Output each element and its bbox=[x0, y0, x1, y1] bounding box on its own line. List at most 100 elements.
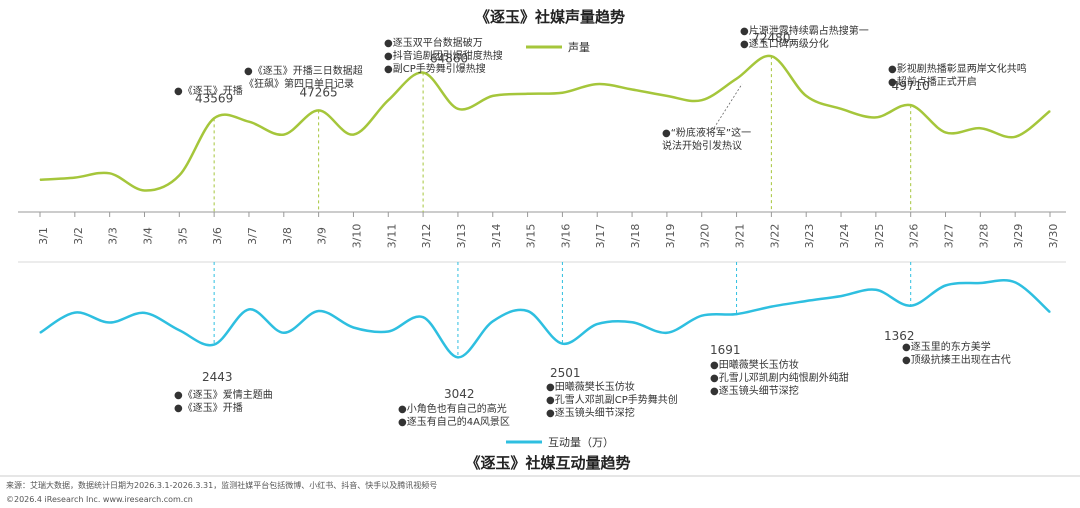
volume-annotation-line: ●“粉底液将军”这一 bbox=[662, 126, 751, 139]
x-tick-label: 3/28 bbox=[977, 224, 990, 249]
volume-point bbox=[945, 131, 947, 133]
x-tick-label: 3/30 bbox=[1047, 224, 1060, 249]
volume-point bbox=[561, 92, 563, 94]
interaction-annotation-line: ●逐玉镜头细节深挖 bbox=[546, 406, 635, 419]
volume-point bbox=[248, 121, 250, 123]
interaction-annotation: ●《逐玉》爱情主题曲●《逐玉》开播 bbox=[174, 388, 273, 414]
volume-point bbox=[318, 109, 320, 111]
interaction-annotation: ●小角色也有自己的高光●逐玉有自己的4A风景区 bbox=[398, 402, 510, 428]
volume-point bbox=[492, 95, 494, 97]
interaction-point bbox=[143, 312, 145, 314]
volume-annotation-line: 《狂飙》第四日单日记录 bbox=[244, 77, 354, 90]
volume-chart: 3/1 3/2 3/3 3/4 3/5 3/6 3/7 3/8 3/9 3/10 3/11 3/12 3… bbox=[18, 24, 1066, 248]
interaction-point bbox=[701, 315, 703, 317]
volume-annotation-line: ●超前点播正式开启 bbox=[888, 75, 977, 88]
x-tick-label: 3/7 bbox=[246, 227, 259, 245]
legend-label-volume: 声量 bbox=[568, 40, 590, 54]
interaction-point bbox=[492, 320, 494, 322]
x-tick-label: 3/22 bbox=[768, 224, 781, 249]
interaction-point bbox=[527, 310, 529, 312]
x-tick-label: 3/11 bbox=[385, 224, 398, 249]
interaction-annotation-line: ●田曦薇樊长玉仿妆 bbox=[546, 380, 635, 393]
volume-data-label: 64860 bbox=[430, 52, 468, 66]
interaction-point bbox=[736, 313, 738, 315]
interaction-point bbox=[422, 316, 424, 318]
volume-annotation: ●片源泄露持续霸占热搜第一●逐玉口碑两级分化 bbox=[740, 24, 869, 50]
volume-point bbox=[457, 108, 459, 110]
chart-title-volume: 《逐玉》社媒声量趋势 bbox=[475, 8, 625, 26]
x-tick-label: 3/14 bbox=[490, 224, 503, 249]
interaction-annotation-line: ●逐玉里的东方美学 bbox=[902, 340, 991, 353]
volume-point bbox=[109, 172, 111, 174]
interaction-point bbox=[875, 289, 877, 291]
x-tick-label: 3/1 bbox=[37, 227, 50, 245]
volume-annotation: ●逐玉双平台数据破万●抖音追剧团引爆甜度热搜●副CP手势舞引爆热搜 bbox=[384, 36, 503, 75]
volume-point bbox=[527, 93, 529, 95]
interaction-point bbox=[770, 306, 772, 308]
volume-point bbox=[1014, 136, 1016, 138]
volume-point bbox=[910, 104, 912, 106]
volume-annotation-line: 说法开始引发热议 bbox=[662, 139, 742, 152]
interaction-point bbox=[561, 343, 563, 345]
volume-point bbox=[283, 134, 285, 136]
interaction-point bbox=[457, 356, 459, 358]
volume-point bbox=[387, 99, 389, 101]
x-tick-label: 3/3 bbox=[107, 227, 120, 245]
interaction-annotation-line: ●小角色也有自己的高光 bbox=[398, 402, 507, 415]
volume-point bbox=[422, 72, 424, 74]
volume-point bbox=[840, 108, 842, 110]
interaction-point bbox=[318, 310, 320, 312]
x-tick-label: 3/24 bbox=[838, 224, 851, 249]
interaction-point bbox=[387, 331, 389, 333]
interaction-point bbox=[39, 332, 41, 334]
interaction-point bbox=[910, 305, 912, 307]
volume-point bbox=[805, 95, 807, 97]
volume-point bbox=[596, 83, 598, 85]
volume-annotation-line: ●《逐玉》开播 bbox=[174, 84, 243, 97]
volume-point bbox=[701, 99, 703, 101]
volume-point bbox=[213, 117, 215, 119]
interaction-annotation-line: ●顶级抗揍王出现在古代 bbox=[902, 353, 1011, 366]
interaction-point bbox=[666, 332, 668, 334]
interaction-annotation-line: ●《逐玉》爱情主题曲 bbox=[174, 388, 273, 401]
volume-annotation-line: ●片源泄露持续霸占热搜第一 bbox=[740, 24, 869, 37]
interaction-annotation-line: ●逐玉有自己的4A风景区 bbox=[398, 415, 510, 428]
footer-source: 来源：艾瑞大数据，数据统计日期为2026.3.1-2026.3.31，监测社媒平… bbox=[6, 480, 437, 490]
interaction-point bbox=[631, 321, 633, 323]
volume-annotation-line: ●逐玉口碑两级分化 bbox=[740, 37, 829, 50]
volume-point bbox=[178, 174, 180, 176]
volume-point bbox=[770, 55, 772, 57]
x-tick-label: 3/10 bbox=[350, 224, 363, 249]
volume-data-label: 47265 bbox=[300, 85, 338, 99]
x-tick-label: 3/2 bbox=[72, 227, 85, 245]
interaction-annotation-line: ●《逐玉》开播 bbox=[174, 401, 243, 414]
volume-data-label: 43569 bbox=[195, 91, 233, 105]
interaction-data-label: 1691 bbox=[710, 343, 741, 357]
volume-point bbox=[39, 179, 41, 181]
volume-series-line bbox=[39, 54, 1051, 192]
x-tick-label: 3/29 bbox=[1012, 224, 1025, 249]
interaction-series-line bbox=[39, 279, 1051, 359]
interaction-point bbox=[283, 332, 285, 334]
interaction-data-label: 1362 bbox=[884, 329, 915, 343]
x-tick-label: 3/5 bbox=[176, 227, 189, 245]
x-tick-label: 3/16 bbox=[559, 224, 572, 249]
volume-point bbox=[352, 134, 354, 136]
interaction-annotation-line: ●孔雪儿邓凯剧内纯恨剧外纯甜 bbox=[710, 371, 849, 384]
legend-volume: 声量 bbox=[526, 40, 590, 54]
interaction-annotation-line: ●逐玉镜头细节深挖 bbox=[710, 384, 799, 397]
interaction-point bbox=[352, 326, 354, 328]
volume-annotation: ●《逐玉》开播 bbox=[174, 84, 243, 97]
interaction-annotation-line: ●孔雪人邓凯副CP手势舞共创 bbox=[546, 393, 678, 406]
interaction-point bbox=[979, 282, 981, 284]
volume-annotation-line: ●影视剧热播彰显两岸文化共鸣 bbox=[888, 62, 1027, 75]
volume-point bbox=[736, 78, 738, 80]
footer-copyright: ©2026.4 iResearch Inc. www.iresearch.com… bbox=[6, 495, 193, 504]
interaction-point bbox=[1014, 281, 1016, 283]
interaction-chart: 2443 3042 2501 1691 1362 ●《逐玉》爱情主题曲●《逐玉》开播 ●小角… bbox=[18, 261, 1066, 428]
volume-point bbox=[631, 88, 633, 90]
x-tick-label: 3/21 bbox=[734, 224, 747, 249]
volume-annotation-line: ●抖音追剧团引爆甜度热搜 bbox=[384, 49, 503, 62]
legend-label-interaction: 互动量（万） bbox=[548, 436, 614, 449]
